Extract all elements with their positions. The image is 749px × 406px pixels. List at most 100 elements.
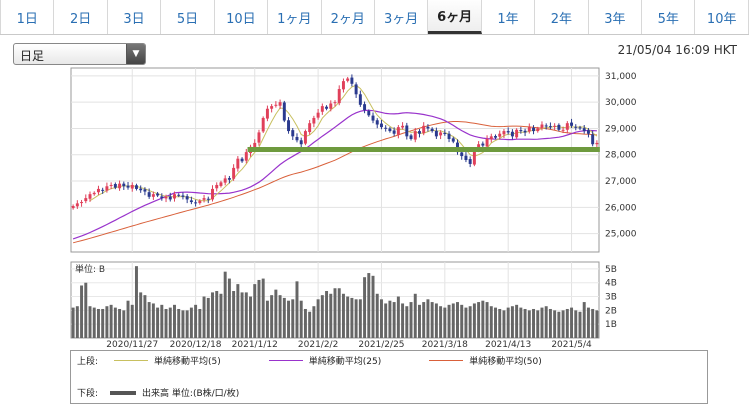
candle-body: [168, 196, 172, 200]
volume-ytick-label: 3B: [605, 293, 617, 303]
candle-body: [464, 155, 468, 160]
candle-body: [384, 127, 388, 129]
price-ytick-label: 30,000: [605, 98, 637, 108]
period-select-value: 日足: [20, 49, 45, 63]
candle-body: [430, 128, 434, 132]
candle-body: [181, 195, 185, 197]
candle-body: [401, 125, 405, 128]
candle-body: [147, 192, 151, 197]
volume-ytick-label: 1B: [605, 320, 617, 330]
candle-body: [291, 130, 295, 137]
price-ytick-label: 25,000: [605, 230, 637, 240]
volume-bar: [206, 297, 210, 338]
tab-11[interactable]: 3年: [589, 0, 643, 34]
candle-body: [134, 185, 138, 189]
candle-body: [582, 128, 586, 132]
volume-bar: [287, 300, 291, 338]
candle-body: [498, 133, 502, 137]
volume-bar: [494, 307, 497, 338]
legend-ma50-label: 単純移動平均(50): [469, 357, 542, 367]
volume-bar: [510, 306, 514, 338]
volume-bar: [308, 311, 312, 338]
candle-body: [244, 152, 248, 161]
volume-bar: [249, 296, 252, 338]
volume-bar: [582, 302, 586, 338]
tab-4[interactable]: 10日: [215, 0, 269, 34]
volume-bar: [350, 297, 354, 338]
candle-body: [578, 127, 582, 129]
volume-bar: [295, 281, 299, 338]
volume-bar: [591, 308, 595, 338]
candle-body: [160, 196, 164, 199]
volume-ytick-label: 4B: [605, 279, 617, 289]
candle-body: [422, 125, 426, 134]
candle-body: [451, 138, 455, 142]
x-date-label: 2021/4/13: [485, 340, 531, 350]
tab-7[interactable]: 3ヶ月: [375, 0, 429, 34]
volume-bar: [439, 306, 443, 338]
volume-bar: [151, 303, 155, 338]
volume-bar: [337, 288, 341, 338]
candle-body: [96, 188, 100, 193]
candle-body: [510, 131, 514, 137]
candle-body: [156, 193, 160, 196]
volume-bar: [257, 279, 261, 338]
tab-3[interactable]: 5日: [161, 0, 215, 34]
volume-bar: [126, 300, 130, 338]
tab-5[interactable]: 1ヶ月: [268, 0, 322, 34]
candle-body: [527, 127, 531, 132]
candle-body: [388, 128, 392, 132]
tab-13[interactable]: 10年: [695, 0, 749, 34]
period-select[interactable]: 日足 ▼: [13, 43, 146, 65]
tab-6[interactable]: 2ヶ月: [322, 0, 375, 34]
volume-bar: [434, 303, 438, 338]
candle-body: [265, 108, 269, 119]
tab-10[interactable]: 2年: [535, 0, 589, 34]
volume-bar: [130, 304, 134, 338]
candle-body: [113, 184, 117, 188]
candle-body: [468, 159, 472, 164]
volume-bar: [88, 306, 92, 338]
candle-body: [325, 106, 329, 109]
volume-bar: [472, 303, 476, 338]
tab-1[interactable]: 2日: [54, 0, 108, 34]
price-ytick-label: 27,000: [605, 177, 637, 187]
candle-body: [287, 120, 291, 132]
volume-bar: [451, 303, 455, 338]
volume-bar: [595, 310, 599, 338]
volume-bar: [312, 306, 316, 338]
candle-body: [489, 136, 493, 140]
chevron-down-icon[interactable]: ▼: [126, 44, 145, 64]
candle-body: [84, 198, 88, 202]
volume-unit-label: 単位: B: [75, 263, 105, 275]
volume-bar: [498, 308, 502, 338]
candle-body: [122, 183, 126, 187]
candle-body: [367, 111, 371, 116]
candle-body: [139, 188, 143, 191]
volume-bar: [401, 303, 405, 338]
candle-body: [240, 158, 244, 162]
candle-body: [274, 104, 278, 106]
price-ytick-label: 28,000: [605, 151, 637, 161]
legend-upper-label: 上段:: [77, 357, 99, 367]
volume-bar: [219, 293, 223, 338]
tab-9[interactable]: 1年: [482, 0, 536, 34]
volume-bar: [536, 310, 540, 338]
volume-ytick-label: 5B: [605, 265, 617, 275]
tab-0[interactable]: 1日: [0, 0, 55, 34]
tab-2[interactable]: 3日: [108, 0, 162, 34]
tab-8[interactable]: 6ヶ月: [428, 0, 482, 34]
volume-bar: [523, 308, 527, 338]
volume-bar: [253, 284, 257, 338]
volume-bar: [134, 266, 138, 338]
candle-body: [329, 103, 333, 109]
tab-12[interactable]: 5年: [642, 0, 696, 34]
volume-bar: [413, 293, 417, 338]
volume-bar: [392, 302, 396, 338]
volume-bar: [101, 308, 105, 338]
volume-bar: [574, 310, 578, 338]
legend-ma5-label: 単純移動平均(5): [154, 357, 221, 367]
candle-body: [109, 184, 113, 186]
legend-ma25-label: 単純移動平均(25): [308, 357, 382, 367]
candle-body: [173, 194, 176, 199]
